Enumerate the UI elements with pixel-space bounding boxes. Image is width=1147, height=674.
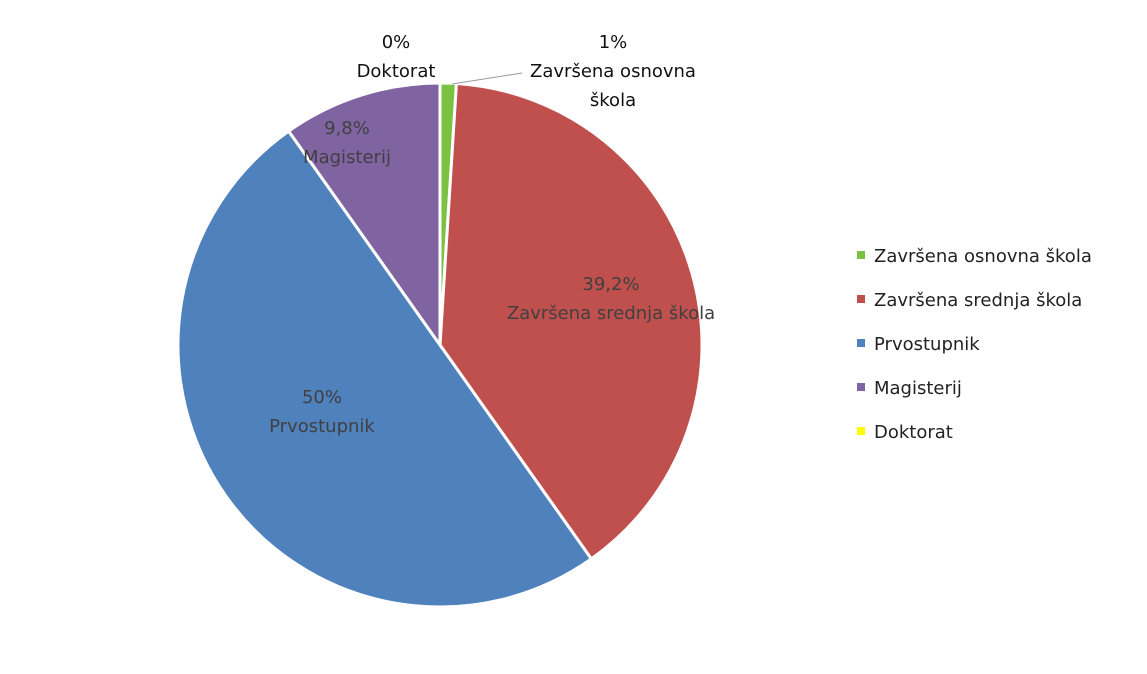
legend-entry: Prvostupnik [857, 334, 980, 356]
legend-label: Doktorat [874, 422, 953, 443]
data-label: 1% Završena osnovna škola [513, 28, 713, 115]
legend-swatch [857, 251, 865, 259]
pie-slice [176, 129, 594, 609]
leader-line [451, 72, 523, 85]
data-label-value: 50% [301, 387, 342, 408]
legend-entry: Završena osnovna škola [857, 246, 1092, 268]
data-label-value: 0% [381, 32, 411, 53]
data-label: 0% Doktorat [336, 28, 456, 86]
legend-entry: Magisterij [857, 378, 962, 400]
legend-entry: Završena srednja škola [857, 290, 1082, 312]
legend-label: Završena osnovna škola [874, 246, 1092, 267]
data-label-category: Završena osnovna škola [530, 61, 696, 111]
data-label: 39,2% Završena srednja škola [506, 270, 716, 328]
legend-swatch [857, 295, 865, 303]
legend-label: Završena srednja škola [874, 290, 1083, 311]
data-label: 50% Prvostupnik [222, 383, 422, 441]
data-label-value: 39,2% [582, 274, 640, 295]
data-label-value: 9,8% [324, 118, 370, 139]
legend-label: Magisterij [874, 378, 962, 399]
pie-slice [438, 81, 704, 561]
data-label-category: Magisterij [303, 147, 391, 168]
legend-swatch [857, 427, 865, 435]
data-label-value: 1% [598, 32, 628, 53]
data-label: 9,8% Magisterij [267, 114, 427, 172]
legend-swatch [857, 339, 865, 347]
pie-slice [286, 81, 442, 350]
legend-label: Prvostupnik [874, 334, 980, 355]
legend-swatch [857, 383, 865, 391]
data-label-category: Završena srednja škola [506, 303, 716, 324]
legend-entry: Doktorat [857, 422, 953, 444]
data-label-category: Doktorat [356, 61, 436, 82]
data-label-category: Prvostupnik [269, 416, 375, 437]
